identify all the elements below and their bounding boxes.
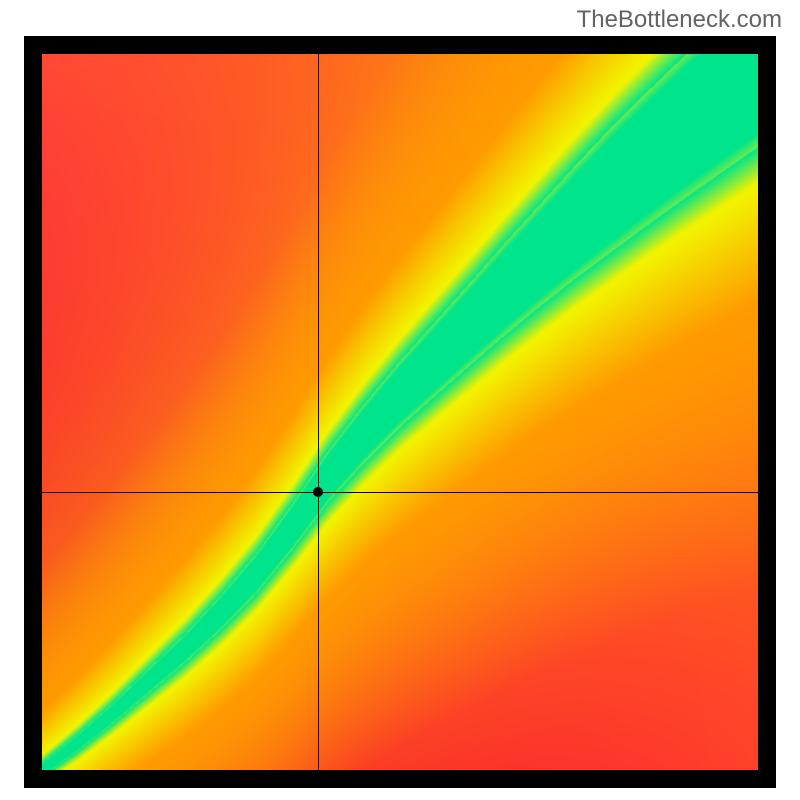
watermark-text: TheBottleneck.com (577, 6, 782, 34)
heatmap-canvas (42, 54, 758, 770)
page-root: TheBottleneck.com (0, 0, 800, 800)
chart-plot-area (42, 54, 758, 770)
chart-frame (24, 36, 776, 788)
